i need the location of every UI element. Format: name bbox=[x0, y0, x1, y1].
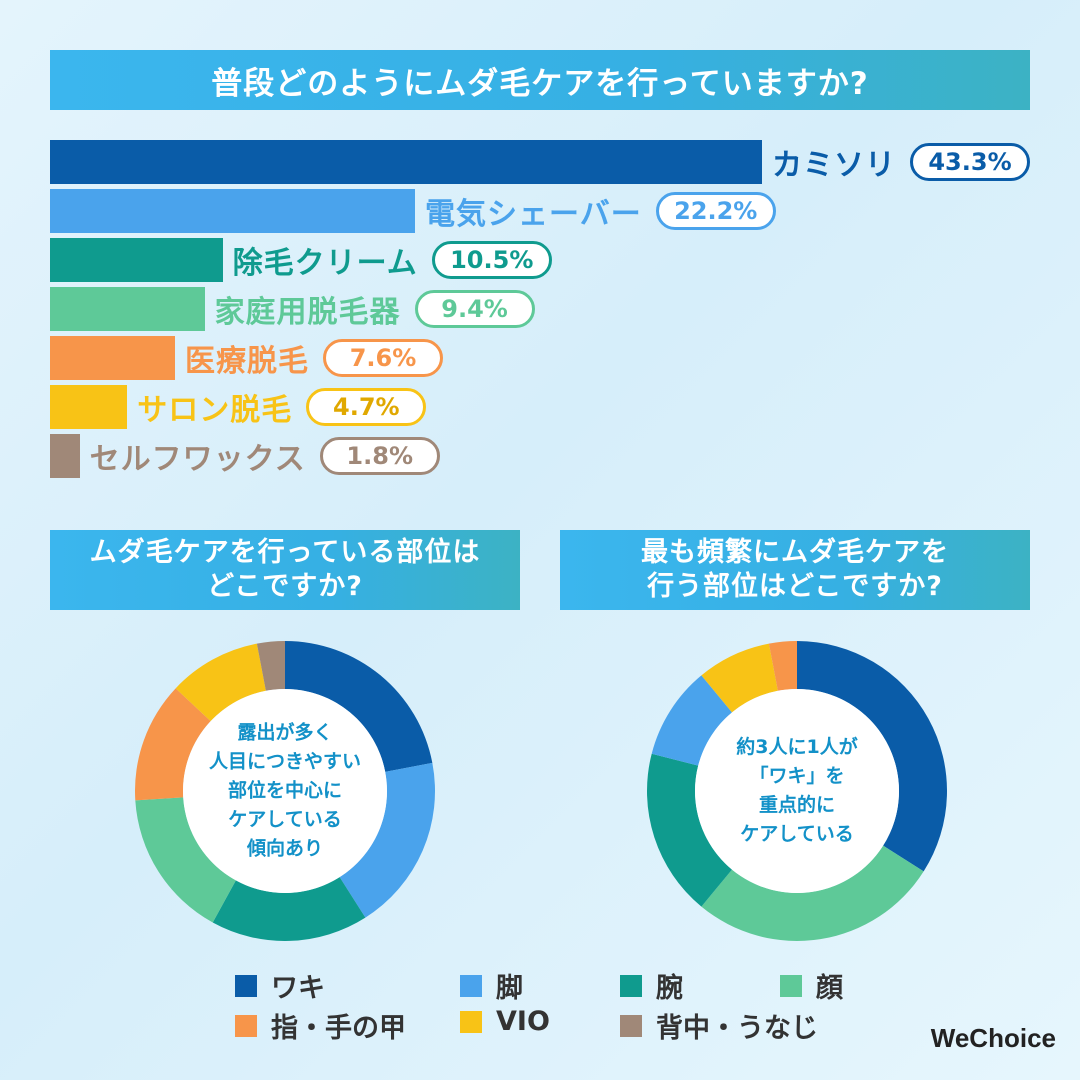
center-line: 部位を中心に bbox=[227, 779, 342, 802]
donut-frequent-slice bbox=[647, 753, 732, 907]
right-title-banner: 最も頻繁にムダ毛ケアを 行う部位はどこですか? bbox=[560, 530, 1030, 610]
donut-chart-areas-svg bbox=[135, 641, 435, 941]
center-line: 約3人に1人が bbox=[736, 736, 858, 758]
bar-label: カミソリ bbox=[772, 148, 896, 183]
bar-value-label: 7.6% bbox=[322, 339, 443, 377]
right-title-line-1: 最も頻繁にムダ毛ケアを bbox=[641, 537, 949, 568]
legend-label: ワキ bbox=[271, 973, 325, 1004]
center-line: ケアしている bbox=[740, 823, 854, 845]
legend-swatch bbox=[620, 974, 642, 997]
bar bbox=[50, 238, 223, 282]
legend-item: 指・手の甲 bbox=[235, 1006, 406, 1045]
donut-right-center-text: 約3人に1人が 「ワキ」を 重点的に ケアしている bbox=[702, 733, 892, 849]
legend-label: 脚 bbox=[496, 973, 523, 1004]
legend-item: 脚 bbox=[460, 966, 523, 1005]
right-title-line-2: 行う部位はどこですか? bbox=[647, 571, 943, 602]
legend-swatch bbox=[460, 1010, 482, 1033]
bar bbox=[50, 434, 80, 478]
bar-row: 電気シェーバー 22.2% bbox=[50, 189, 776, 233]
bar-row: 医療脱毛 7.6% bbox=[50, 336, 443, 380]
bar bbox=[50, 189, 416, 233]
bar-label: セルフワックス bbox=[89, 442, 306, 477]
center-line: 傾向あり bbox=[246, 837, 323, 860]
donut-areas-slice bbox=[285, 641, 433, 772]
legend-label: 顔 bbox=[816, 973, 843, 1004]
bar bbox=[50, 336, 175, 380]
center-line: 人目につきやすい bbox=[208, 750, 361, 773]
legend-label: 指・手の甲 bbox=[271, 1013, 406, 1044]
donut-areas-slice bbox=[135, 797, 236, 923]
bar-label: 医療脱毛 bbox=[184, 344, 309, 379]
legend-swatch bbox=[460, 974, 482, 997]
legend-label: 腕 bbox=[656, 973, 683, 1004]
bar-label: 除毛クリーム bbox=[232, 246, 418, 281]
bar bbox=[50, 287, 205, 331]
legend-item: 顔 bbox=[780, 966, 843, 1005]
main-title: 普段どのようにムダ毛ケアを行っていますか? bbox=[211, 65, 869, 102]
bar bbox=[50, 140, 762, 184]
donut-left-center-text: 露出が多く 人目につきやすい 部位を中心に ケアしている 傾向あり bbox=[190, 719, 380, 864]
bar-value-label: 1.8% bbox=[319, 437, 440, 475]
bar-value-label: 9.4% bbox=[414, 290, 535, 328]
wechoice-logo: WeChoice bbox=[930, 1023, 1056, 1053]
donut-chart-areas: 露出が多く 人目につきやすい 部位を中心に ケアしている 傾向あり bbox=[135, 641, 435, 941]
donut-chart-frequent: 約3人に1人が 「ワキ」を 重点的に ケアしている bbox=[647, 641, 947, 941]
center-line: 重点的に bbox=[758, 794, 835, 816]
left-title-line-1: ムダ毛ケアを行っている部位は bbox=[89, 537, 481, 568]
legend-swatch bbox=[235, 1014, 257, 1037]
bar-label: 家庭用脱毛器 bbox=[214, 295, 401, 330]
legend-item: 腕 bbox=[620, 966, 683, 1005]
donut-frequent-hole bbox=[695, 689, 899, 893]
donut-areas-slice bbox=[339, 762, 435, 918]
bar bbox=[50, 385, 128, 429]
legend-swatch bbox=[235, 974, 257, 997]
donut-frequent-slice bbox=[701, 643, 778, 713]
bar-value-label: 22.2% bbox=[655, 192, 776, 230]
main-title-banner: 普段どのようにムダ毛ケアを行っていますか? bbox=[50, 50, 1030, 110]
donut-areas-slice bbox=[256, 641, 285, 691]
bar-value-label: 10.5% bbox=[431, 241, 552, 279]
left-title-line-2: どこですか? bbox=[207, 571, 363, 602]
legend-swatch bbox=[620, 1014, 642, 1037]
center-line: 露出が多く bbox=[237, 721, 333, 744]
legend-label: 背中・うなじ bbox=[656, 1013, 818, 1044]
donut-frequent-slice bbox=[797, 641, 947, 872]
donut-chart-frequent-svg bbox=[647, 641, 947, 941]
legend-item: ワキ bbox=[235, 966, 325, 1005]
donut-areas-hole bbox=[183, 689, 387, 893]
bar-row: サロン脱毛 4.7% bbox=[50, 385, 427, 429]
bar-row: セルフワックス 1.8% bbox=[50, 434, 440, 478]
donut-areas-slice bbox=[175, 643, 266, 722]
center-line: 「ワキ」を bbox=[749, 765, 845, 787]
bar-row: カミソリ 43.3% bbox=[50, 140, 1030, 184]
donut-frequent-slice bbox=[701, 845, 924, 941]
legend-item: 背中・うなじ bbox=[620, 1006, 818, 1045]
center-line: ケアしている bbox=[228, 808, 342, 831]
donut-areas-slice bbox=[135, 688, 211, 801]
bar-value-label: 4.7% bbox=[306, 388, 427, 426]
bar-label: 電気シェーバー bbox=[425, 197, 642, 232]
legend-swatch bbox=[780, 974, 802, 997]
legend-item: VIO bbox=[460, 1006, 550, 1037]
legend-label: VIO bbox=[496, 1006, 550, 1037]
donut-frequent-slice bbox=[768, 641, 797, 691]
left-title-banner: ムダ毛ケアを行っている部位は どこですか? bbox=[50, 530, 520, 610]
bar-row: 除毛クリーム 10.5% bbox=[50, 238, 552, 282]
bar-row: 家庭用脱毛器 9.4% bbox=[50, 287, 535, 331]
bar-value-label: 43.3% bbox=[910, 143, 1030, 181]
bar-label: サロン脱毛 bbox=[137, 393, 293, 428]
donut-areas-slice bbox=[212, 877, 366, 941]
donut-frequent-slice bbox=[651, 675, 732, 766]
